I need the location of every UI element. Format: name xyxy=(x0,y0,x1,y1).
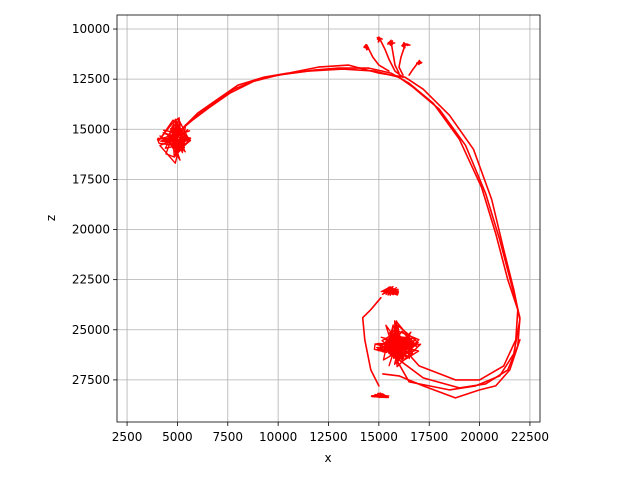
y-tick-label: 15000 xyxy=(72,122,110,136)
neuron-traces xyxy=(156,36,521,399)
dendrite-cluster-line xyxy=(387,324,419,367)
y-tick-label: 22500 xyxy=(72,273,110,287)
x-tick-label: 20000 xyxy=(460,430,498,444)
dendrite-cluster-line xyxy=(365,44,369,51)
y-axis-label: z xyxy=(44,215,58,221)
trace-line xyxy=(361,296,382,387)
trace-line xyxy=(390,40,400,74)
y-tick-label: 27500 xyxy=(72,373,110,387)
y-tick-label: 12500 xyxy=(72,72,110,86)
x-ticks: 2500 5000 7500 10000 12500 15000 17500 20000 225… xyxy=(112,422,549,444)
dendrite-cluster-line xyxy=(401,42,411,49)
x-tick-label: 7500 xyxy=(213,430,244,444)
y-tick-label: 17500 xyxy=(72,172,110,186)
y-tick-label: 10000 xyxy=(72,22,110,36)
y-ticks: 10000 12500 15000 17500 20000 22500 25000 27500 xyxy=(72,22,117,387)
x-tick-label: 15000 xyxy=(360,430,398,444)
dendrite-cluster-line xyxy=(387,39,396,45)
x-axis-label: x xyxy=(324,451,331,465)
dendrite-cluster-line xyxy=(162,132,192,153)
x-tick-label: 17500 xyxy=(410,430,448,444)
trace-line xyxy=(180,68,521,389)
grid xyxy=(117,15,540,422)
y-tick-label: 25000 xyxy=(72,323,110,337)
dendrite-cluster-line xyxy=(372,392,389,399)
trace-line xyxy=(382,338,521,399)
x-tick-label: 12500 xyxy=(309,430,347,444)
trace-line xyxy=(378,36,404,78)
y-tick-label: 20000 xyxy=(72,223,110,237)
x-tick-label: 22500 xyxy=(511,430,549,444)
x-tick-label: 10000 xyxy=(259,430,297,444)
dendrite-cluster-line xyxy=(377,37,383,43)
dendrite-cluster-line xyxy=(385,324,404,355)
trace-line xyxy=(365,44,390,72)
x-tick-label: 2500 xyxy=(112,430,143,444)
dendrite-cluster-line xyxy=(415,60,423,65)
trace-line xyxy=(398,44,406,76)
trace-line xyxy=(176,64,521,391)
trace-line xyxy=(184,67,519,381)
dendrite-cluster-line xyxy=(380,286,394,296)
x-tick-label: 5000 xyxy=(162,430,193,444)
